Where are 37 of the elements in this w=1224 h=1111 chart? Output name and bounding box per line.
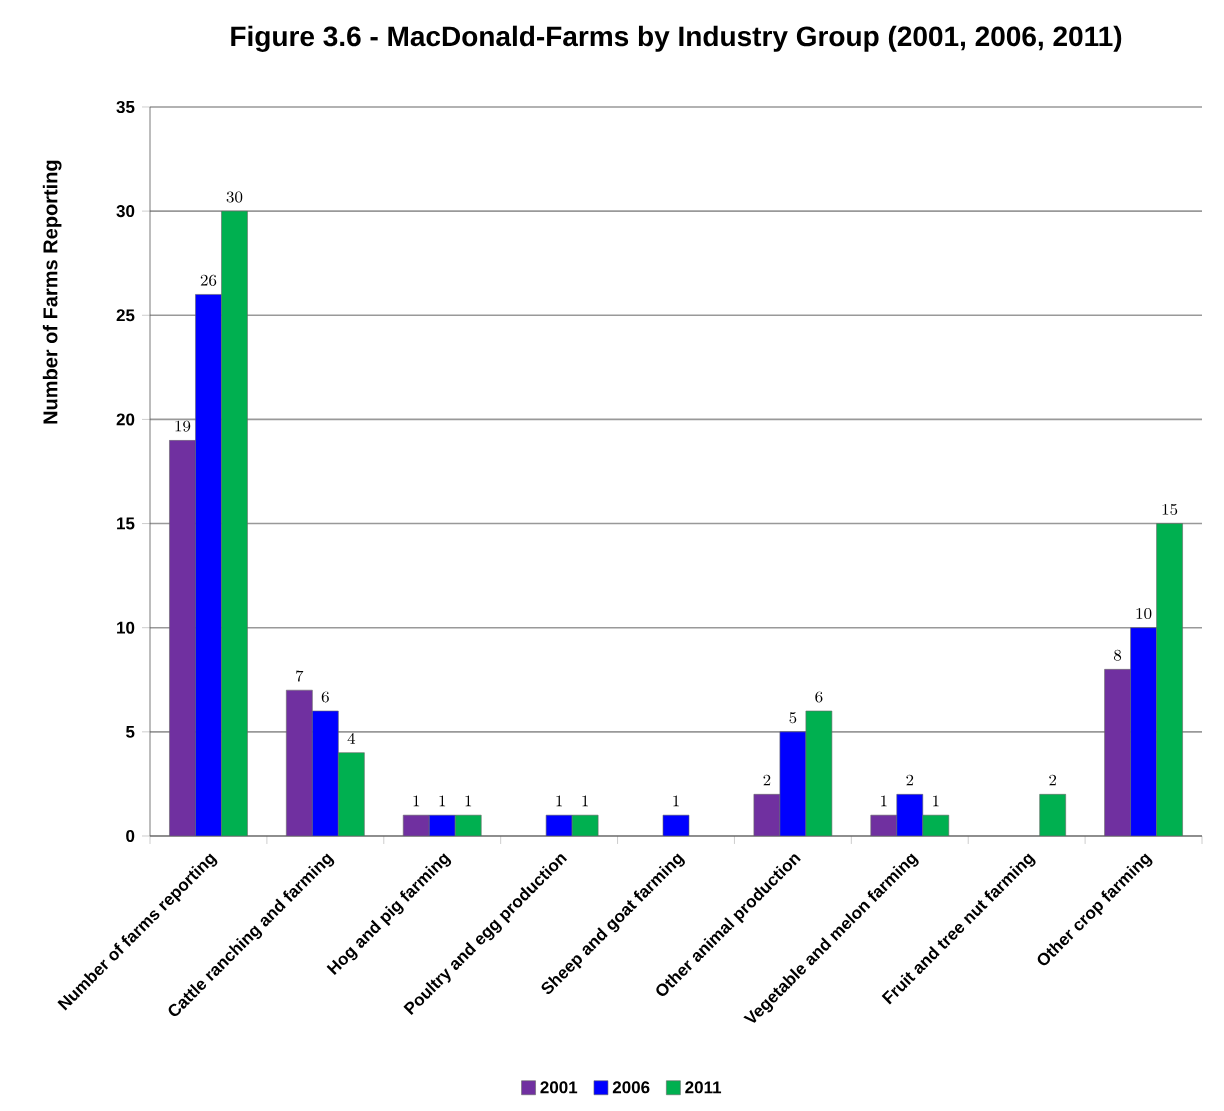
- data-label: 1: [582, 795, 589, 807]
- data-label: 1: [413, 795, 420, 807]
- bar: [1039, 794, 1066, 836]
- y-tick-label: 15: [117, 517, 135, 530]
- data-label: 2: [763, 774, 771, 786]
- y-tick-label: 0: [126, 829, 135, 842]
- y-tick-label: 10: [117, 621, 135, 634]
- data-label: 6: [815, 691, 823, 703]
- data-label: 4: [347, 732, 356, 744]
- y-axis-title: Number of Farms Reporting: [42, 160, 62, 424]
- data-label: 26: [200, 274, 217, 286]
- data-label: 7: [296, 670, 304, 682]
- y-tick-label: 25: [116, 309, 135, 322]
- data-label: 1: [439, 795, 446, 807]
- data-label: 6: [321, 691, 329, 703]
- legend-label: 2011: [685, 1081, 722, 1094]
- data-label: 8: [1114, 649, 1122, 661]
- data-label: 5: [789, 712, 797, 724]
- y-tick-label: 30: [116, 205, 135, 218]
- data-label: 10: [1136, 608, 1152, 620]
- data-label: 2: [1049, 774, 1057, 786]
- data-label: 1: [465, 795, 472, 807]
- data-label: 2: [906, 774, 914, 786]
- legend-label: 2001: [540, 1081, 578, 1094]
- y-tick-label: 20: [116, 413, 135, 426]
- chart-title: Figure 3.6 - MacDonald-Farms by Industry Group (2001, 2006, 2011): [231, 25, 1122, 52]
- y-tick-label: 35: [116, 100, 135, 114]
- data-label: 30: [226, 191, 243, 203]
- y-tick-label: 5: [126, 725, 135, 738]
- data-label: 1: [673, 795, 679, 807]
- data-label: 1: [933, 795, 939, 807]
- data-label: 1: [556, 795, 563, 807]
- legend-label: 2006: [612, 1081, 650, 1094]
- data-label: 15: [1162, 503, 1178, 515]
- bar: [662, 814, 690, 836]
- data-label: 19: [175, 420, 191, 432]
- data-label: 1: [881, 795, 887, 807]
